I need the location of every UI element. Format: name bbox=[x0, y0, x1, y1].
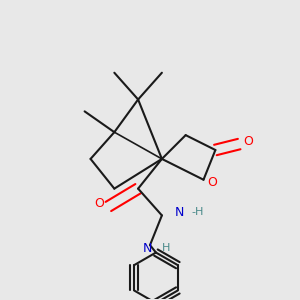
Text: H: H bbox=[162, 243, 170, 253]
Text: -H: -H bbox=[191, 207, 204, 218]
Text: N: N bbox=[175, 206, 184, 219]
Text: O: O bbox=[243, 135, 253, 148]
Text: O: O bbox=[208, 176, 218, 189]
Text: O: O bbox=[94, 197, 104, 210]
Text: N: N bbox=[142, 242, 152, 255]
